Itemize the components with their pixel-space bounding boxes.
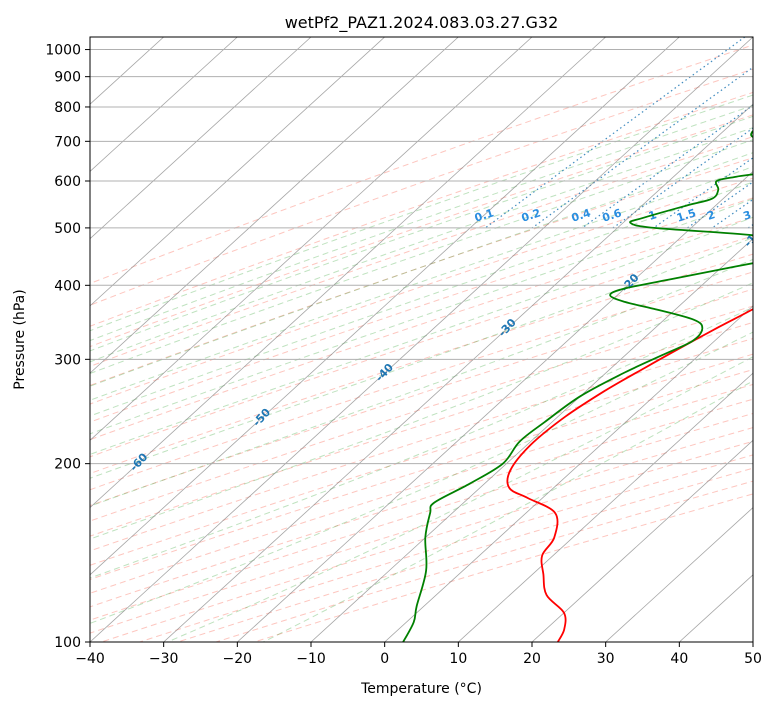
plot-area: -100-90-80-70-60-50-40-30-20-10010203040… [90, 37, 764, 642]
isotherm-line [90, 37, 533, 441]
y-tick-label: 700 [54, 134, 81, 150]
y-tick-label: 200 [54, 457, 81, 473]
y-tick-label: 400 [54, 278, 81, 294]
mixing-ratio-lines [484, 37, 753, 229]
y-tick-label: 600 [54, 174, 81, 190]
profile-series [402, 129, 753, 642]
chart-title: wetPf2_PAZ1.2024.083.03.27.G32 [285, 13, 559, 33]
y-axis-ticks: 100 200 300 400 500 600 700 800 900 1000 [45, 43, 90, 651]
isotherm-line [90, 37, 238, 172]
isotherm-line [90, 37, 385, 307]
moist-adiabat-line [90, 331, 753, 624]
y-tick-label: 100 [54, 635, 81, 651]
moist-adiabat-line [90, 104, 753, 342]
x-tick-label: 50 [744, 651, 762, 667]
y-tick-label: 500 [54, 221, 81, 237]
dry-adiabat-line [90, 91, 753, 327]
moist-adiabat-line [90, 115, 753, 352]
dry-adiabat-line [90, 321, 753, 537]
x-tick-label: −30 [149, 651, 179, 667]
x-tick-label: 10 [449, 651, 467, 667]
isotherm-line [384, 305, 753, 642]
dry-adiabat-line [90, 353, 753, 566]
dewpoint-profile-line [402, 129, 753, 642]
x-tick-label: 30 [597, 651, 615, 667]
x-tick-label: −20 [223, 651, 253, 667]
x-tick-label: 40 [670, 651, 688, 667]
dry-adiabat-line [90, 44, 753, 285]
isotherm-line [90, 37, 459, 374]
moist-adiabat-line [90, 166, 753, 401]
mixing-ratio-label: 0.6 [601, 206, 624, 224]
x-tick-label: 0 [380, 651, 389, 667]
moist-adiabat-line [90, 236, 753, 479]
moist-adiabat-line [90, 216, 753, 455]
isotherm-line [90, 37, 606, 509]
dry-adiabat-line [90, 216, 753, 441]
dry-adiabat-line [90, 68, 753, 306]
moist-adiabat-line [90, 139, 753, 375]
moist-adiabat-line [90, 152, 753, 387]
isotherm-line [237, 170, 753, 642]
isotherm-line [310, 238, 753, 642]
isotherm-line [90, 37, 680, 576]
x-axis-ticks: −40 −30 −20 −10 0 10 20 30 40 50 [75, 642, 762, 667]
mixing-ratio-label: 2 [705, 208, 716, 223]
isotherm-line [90, 37, 753, 642]
moist-adiabat-line [263, 380, 753, 642]
y-axis-title: Pressure (hPa) [12, 289, 28, 389]
mixing-ratio-label: 0.2 [520, 206, 543, 224]
y-tick-label: 1000 [45, 43, 81, 59]
moist-adiabat-line [90, 94, 753, 332]
dry-adiabat-line [90, 305, 753, 522]
plot-frame [89, 36, 754, 643]
y-tick-label: 800 [54, 100, 81, 116]
isotherm-line [531, 439, 753, 642]
isotherms [90, 37, 753, 642]
moist-adiabats [90, 94, 753, 642]
mixing-ratio-label: 3 [742, 208, 753, 223]
mixing-ratio-label: 0.4 [570, 206, 593, 224]
isotherm-line [90, 37, 312, 240]
isotherm-label: -10 [741, 226, 764, 250]
pressure-gridlines [90, 49, 753, 642]
dry-adiabat-line [90, 177, 753, 405]
dry-adiabat-line [90, 369, 753, 580]
dry-adiabat-line [90, 114, 753, 348]
mixing-ratio-label: 0.1 [473, 206, 496, 224]
isotherm-line [163, 103, 753, 642]
temperature-profile-line [506, 308, 753, 642]
moist-adiabat-line [90, 198, 753, 435]
mixing-ratio-label: 1.5 [675, 206, 698, 224]
x-tick-label: −10 [296, 651, 326, 667]
x-tick-label: −40 [75, 651, 105, 667]
y-tick-label: 300 [54, 352, 81, 368]
moist-adiabat-line [90, 127, 753, 363]
isotherm-line [605, 507, 753, 642]
moist-adiabat-line [90, 306, 753, 579]
mixing-ratio-line [653, 157, 753, 229]
y-tick-label: 900 [54, 70, 81, 86]
x-tick-label: 20 [523, 651, 541, 667]
x-axis-title: Temperature (°C) [360, 681, 482, 697]
isotherm-line [458, 372, 753, 642]
